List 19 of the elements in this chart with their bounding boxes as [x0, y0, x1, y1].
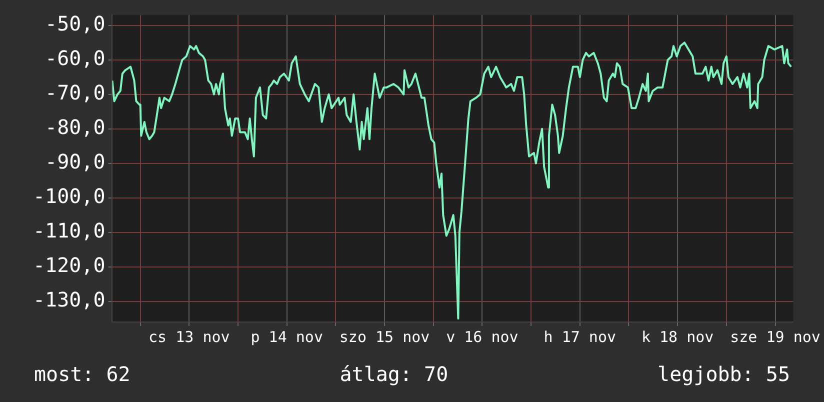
text: most: 62: [34, 362, 130, 386]
text: átlag: 70: [340, 362, 448, 386]
y-tick-label: -100,0: [32, 184, 106, 208]
x-tick-label: szo 15 nov: [339, 328, 430, 346]
y-tick-label: -70,0: [45, 80, 106, 105]
y-tick-label: -90,0: [45, 150, 106, 174]
y-tick-label: -80,0: [45, 115, 106, 140]
y-tick-label: -50,0: [45, 12, 106, 36]
y-tick-label: -130,0: [32, 288, 106, 312]
x-tick-label: h 17 nov: [544, 328, 616, 346]
x-tick-label: sze 19 nov: [730, 328, 820, 346]
x-tick-label: p 14 nov: [250, 328, 323, 346]
x-tick-label: cs 13 nov: [148, 328, 230, 346]
y-tick-label: -120,0: [32, 253, 106, 278]
text: legjobb: 55: [658, 362, 790, 386]
y-tick-label: -60,0: [45, 46, 106, 70]
x-tick-label: k 18 nov: [641, 328, 714, 346]
y-tick-label: -110,0: [32, 218, 106, 243]
x-tick-label: v 16 nov: [446, 328, 518, 346]
